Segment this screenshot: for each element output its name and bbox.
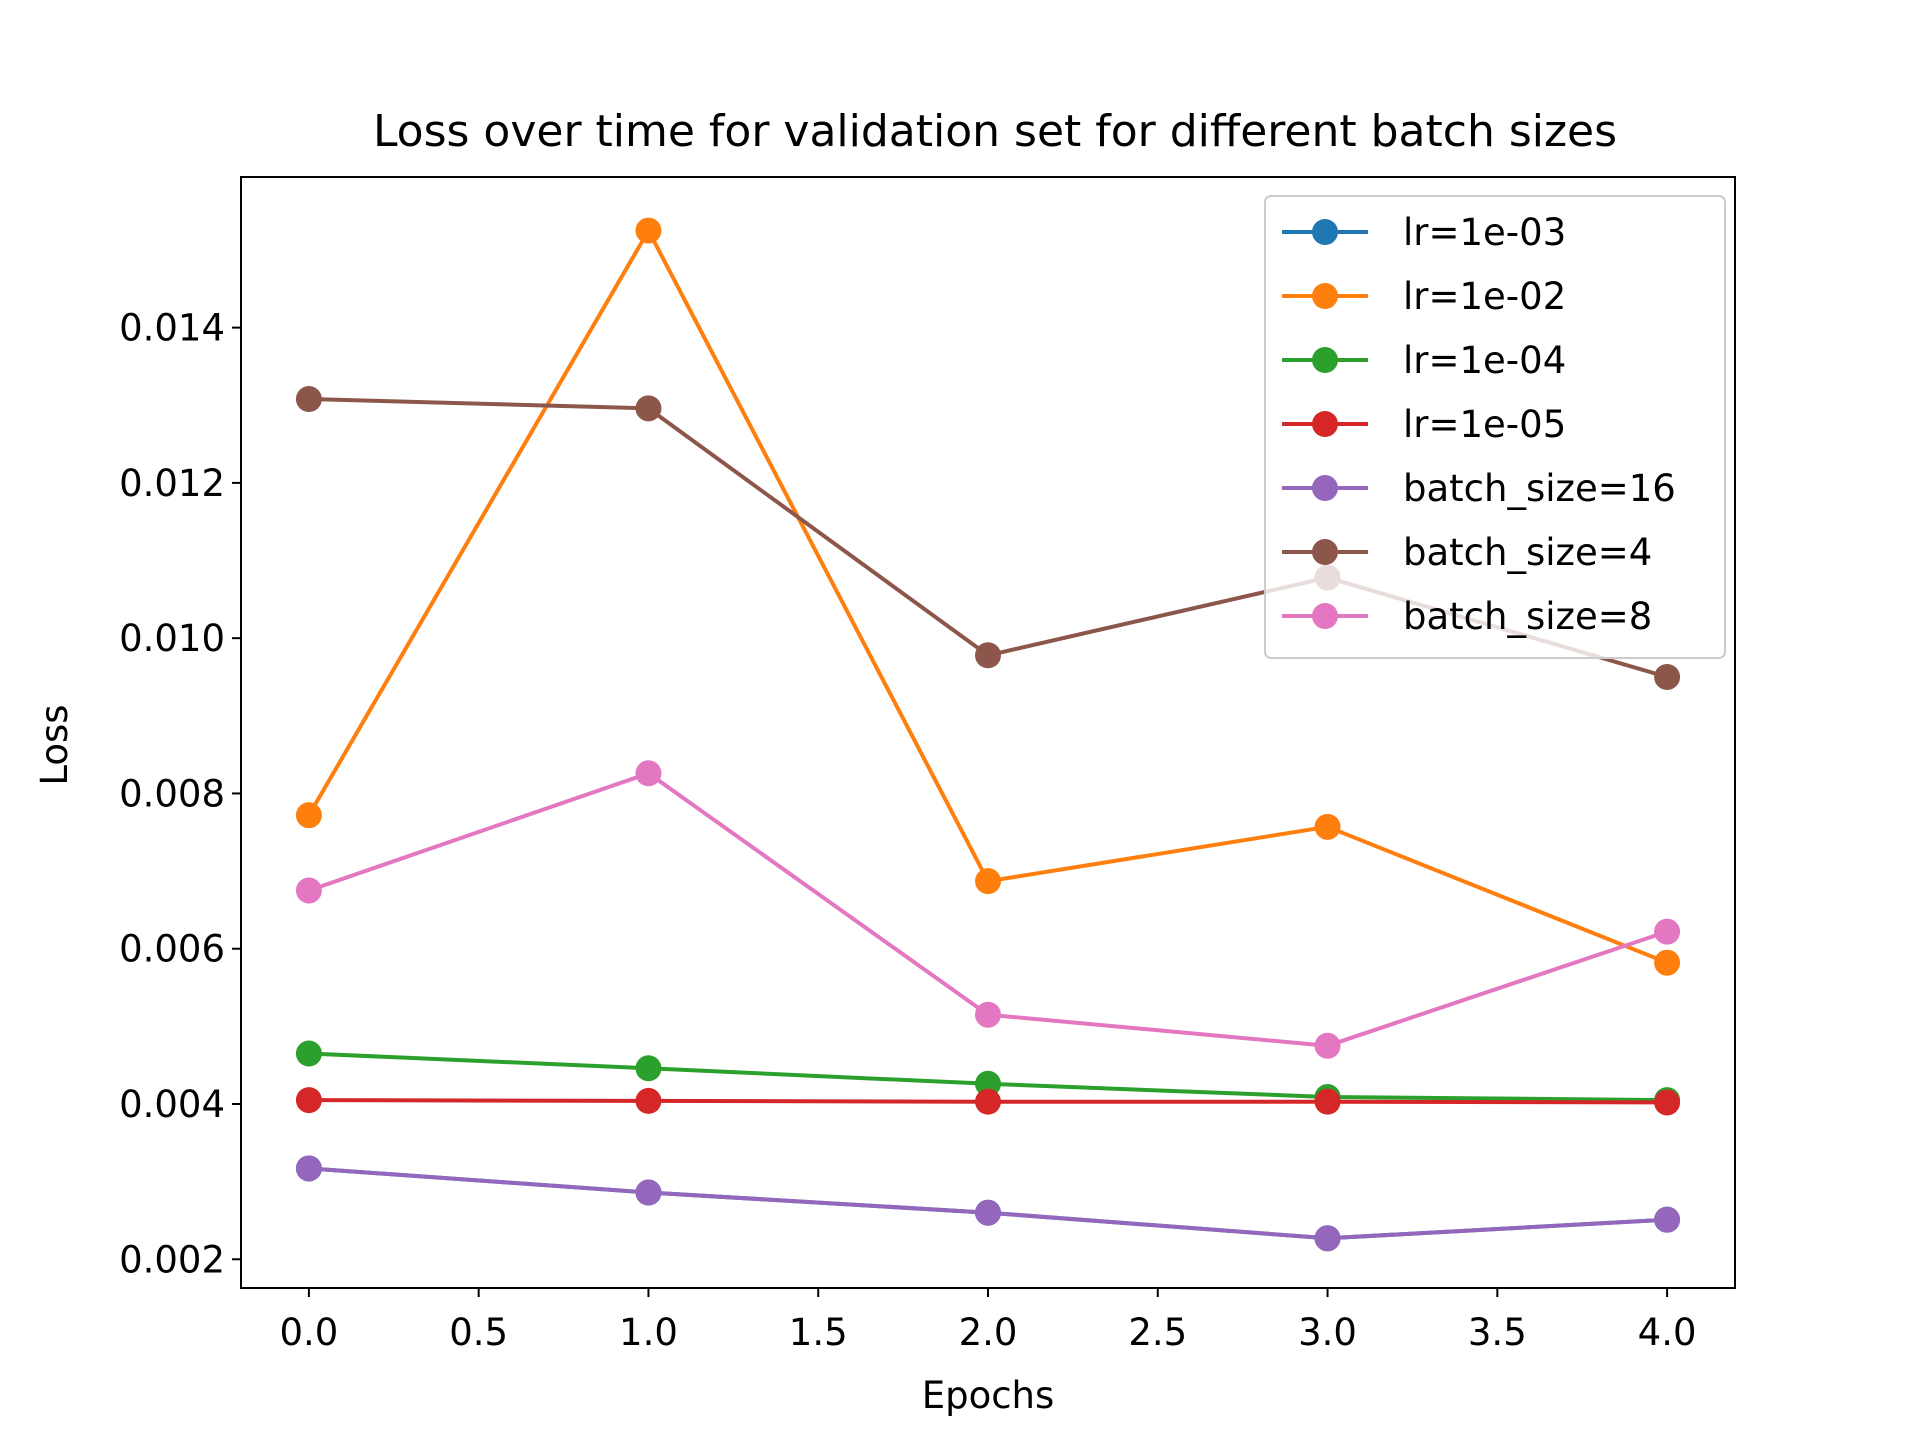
data-point bbox=[295, 877, 322, 904]
y-tick-label: 0.006 bbox=[119, 928, 225, 971]
x-tick-label: 1.0 bbox=[619, 1311, 678, 1354]
x-tick-label: 0.0 bbox=[279, 1311, 338, 1354]
legend-marker bbox=[1312, 347, 1338, 373]
chart-title: Loss over time for validation set for di… bbox=[373, 106, 1617, 157]
legend-marker bbox=[1312, 219, 1338, 245]
y-axis-label: Loss bbox=[33, 704, 76, 785]
y-tick-label: 0.014 bbox=[119, 307, 225, 350]
data-point bbox=[1654, 949, 1681, 976]
data-point bbox=[1654, 1206, 1681, 1233]
legend-label: lr=1e-05 bbox=[1403, 403, 1566, 446]
y-tick-label: 0.008 bbox=[119, 772, 225, 815]
x-tick-label: 1.5 bbox=[789, 1311, 848, 1354]
legend-item: lr=1e-03 bbox=[1282, 211, 1566, 254]
legend-marker bbox=[1312, 411, 1338, 437]
legend-label: batch_size=4 bbox=[1403, 531, 1652, 574]
legend-item: lr=1e-02 bbox=[1282, 275, 1566, 318]
y-tick-label: 0.010 bbox=[119, 617, 225, 660]
legend-marker bbox=[1312, 283, 1338, 309]
legend-marker bbox=[1312, 475, 1338, 501]
x-tick-label: 3.5 bbox=[1468, 1311, 1527, 1354]
series-group bbox=[295, 217, 1681, 1252]
data-point bbox=[1314, 1032, 1341, 1059]
data-point bbox=[975, 1001, 1001, 1028]
legend-item: batch_size=16 bbox=[1282, 467, 1676, 510]
data-point bbox=[975, 868, 1001, 895]
data-point bbox=[295, 1040, 322, 1067]
data-point bbox=[1654, 1089, 1681, 1116]
data-point bbox=[635, 760, 662, 787]
data-point bbox=[1314, 1088, 1341, 1115]
legend-marker bbox=[1312, 539, 1338, 565]
data-point bbox=[975, 1199, 1001, 1226]
plot-frame bbox=[240, 176, 1736, 1289]
legend-label: lr=1e-03 bbox=[1403, 211, 1566, 254]
data-point bbox=[635, 395, 662, 422]
legend-item: lr=1e-04 bbox=[1282, 339, 1566, 382]
series-lr=1e-02 bbox=[295, 217, 1681, 976]
data-point bbox=[1314, 1225, 1341, 1252]
x-axis-label: Epochs bbox=[922, 1374, 1055, 1417]
data-point bbox=[635, 1179, 662, 1206]
legend-label: batch_size=8 bbox=[1403, 595, 1652, 638]
data-point bbox=[635, 1087, 662, 1114]
series-lr=1e-05 bbox=[295, 1087, 1681, 1116]
data-point bbox=[1654, 663, 1681, 690]
legend-label: lr=1e-02 bbox=[1403, 275, 1566, 318]
y-tick-label: 0.012 bbox=[119, 462, 225, 505]
legend-item: batch_size=8 bbox=[1282, 595, 1652, 638]
x-tick-label: 4.0 bbox=[1638, 1311, 1697, 1354]
legend-label: lr=1e-04 bbox=[1403, 339, 1566, 382]
x-axis: 0.0 0.5 1.0 1.5 2.0 2.5 3.0 3.5 4.0 bbox=[279, 1288, 1697, 1354]
data-point bbox=[295, 1155, 322, 1182]
data-point bbox=[975, 642, 1001, 669]
legend-marker bbox=[1312, 603, 1338, 629]
x-tick-label: 3.0 bbox=[1298, 1311, 1357, 1354]
data-point bbox=[1654, 918, 1681, 945]
data-point bbox=[975, 1070, 1001, 1097]
data-point bbox=[635, 1055, 662, 1082]
legend-item: lr=1e-05 bbox=[1282, 403, 1566, 446]
legend-box bbox=[1264, 195, 1726, 659]
series-batch_size=8 bbox=[295, 760, 1681, 1059]
legend-label: batch_size=16 bbox=[1403, 467, 1676, 510]
y-axis: 0.002 0.004 0.006 0.008 0.010 0.012 0.014 bbox=[119, 307, 241, 1281]
data-point bbox=[635, 217, 662, 244]
data-point bbox=[295, 802, 322, 829]
data-point bbox=[295, 386, 322, 413]
legend-item: batch_size=4 bbox=[1282, 531, 1652, 574]
data-point bbox=[975, 1088, 1001, 1115]
data-point bbox=[1314, 813, 1341, 840]
x-tick-label: 2.0 bbox=[959, 1311, 1018, 1354]
series-batch_size=16 bbox=[295, 1155, 1681, 1252]
y-tick-label: 0.002 bbox=[119, 1238, 225, 1281]
x-tick-label: 2.5 bbox=[1128, 1311, 1187, 1354]
legend: lr=1e-03 lr=1e-02 lr=1e-04 lr=1e-05 batch_si… bbox=[1264, 195, 1726, 659]
y-tick-label: 0.004 bbox=[119, 1083, 225, 1126]
data-point bbox=[295, 1087, 322, 1114]
x-tick-label: 0.5 bbox=[449, 1311, 508, 1354]
